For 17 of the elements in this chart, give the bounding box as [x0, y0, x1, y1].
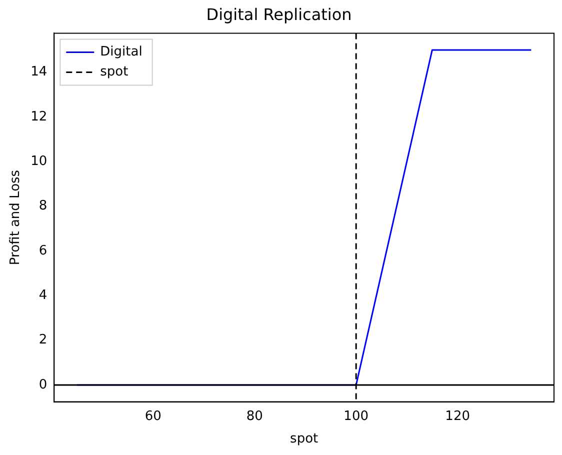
x-tick-label: 80: [246, 408, 263, 424]
y-tick-label: 6: [38, 243, 48, 258]
y-tick-label: 8: [38, 198, 48, 214]
y-tick-label: 0: [38, 377, 48, 392]
y-axis-title: Profit and Loss: [8, 170, 24, 266]
x-tick-label: 120: [445, 408, 470, 424]
y-tick-label: 2: [38, 332, 48, 348]
y-tick-label: 12: [30, 109, 48, 124]
x-tick-label: 60: [144, 408, 162, 424]
chart-title: Digital Replication: [206, 4, 352, 24]
y-tick-label: 10: [30, 154, 48, 170]
y-tick-label: 4: [38, 288, 48, 304]
y-tick-label: 14: [30, 64, 48, 80]
x-tick-label: 100: [344, 408, 368, 424]
ref-line-label: spot: [100, 64, 128, 80]
legend-label: Digital: [100, 44, 142, 60]
x-axis-title: spot: [290, 432, 318, 447]
